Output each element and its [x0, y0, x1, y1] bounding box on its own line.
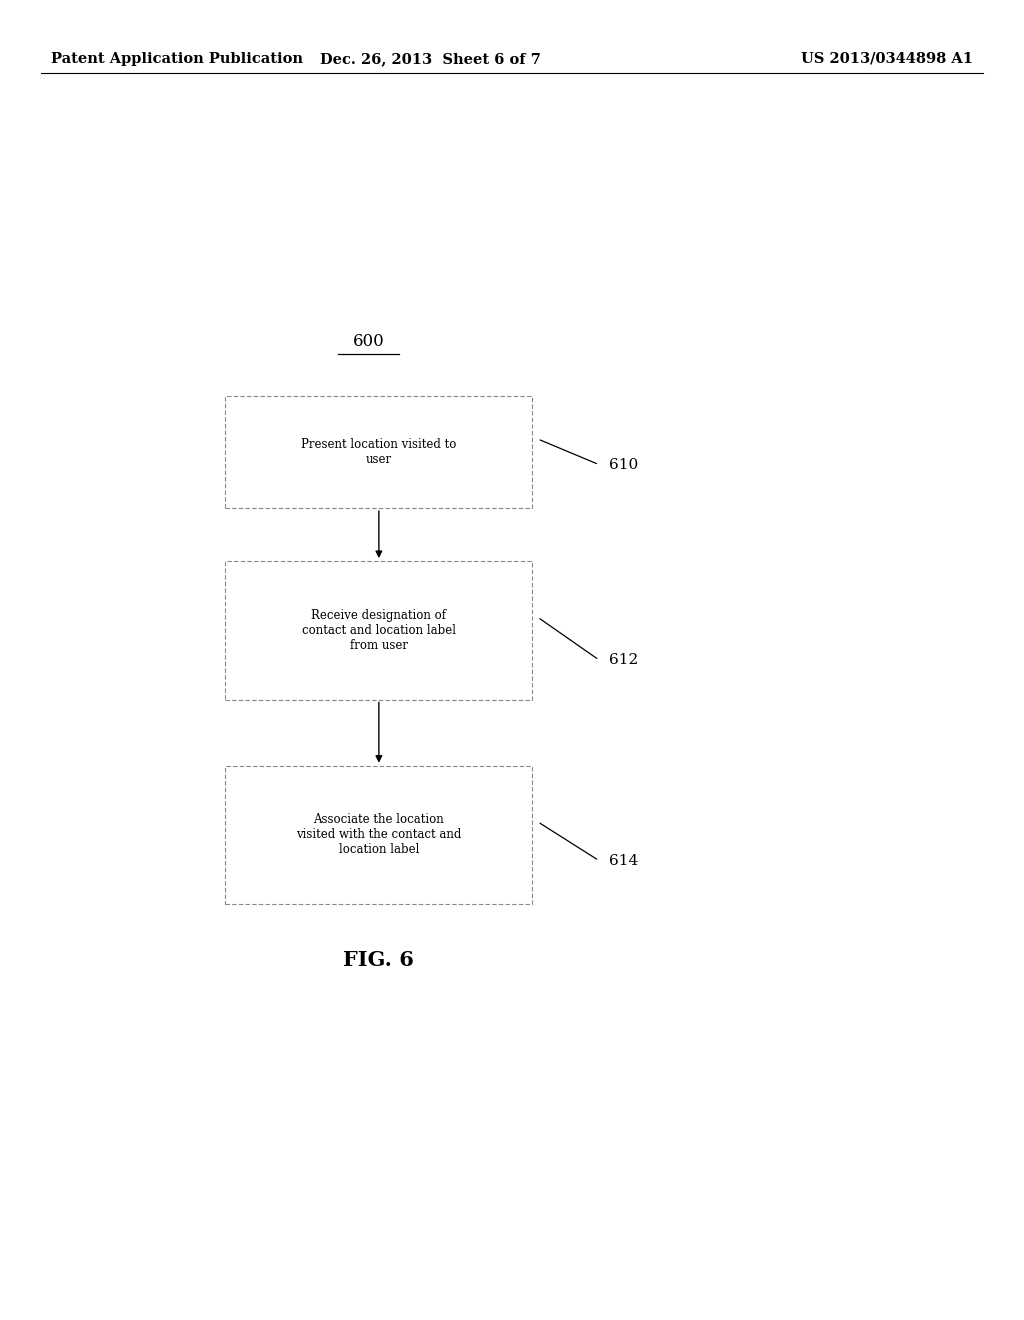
- Text: US 2013/0344898 A1: US 2013/0344898 A1: [801, 51, 973, 66]
- Text: Present location visited to
user: Present location visited to user: [301, 438, 457, 466]
- Text: 614: 614: [609, 854, 639, 867]
- Text: Associate the location
visited with the contact and
location label: Associate the location visited with the …: [296, 813, 462, 857]
- Bar: [225, 766, 532, 904]
- Text: Receive designation of
contact and location label
from user: Receive designation of contact and locat…: [302, 609, 456, 652]
- Text: Patent Application Publication: Patent Application Publication: [51, 51, 303, 66]
- Text: FIG. 6: FIG. 6: [343, 950, 415, 970]
- Text: 610: 610: [609, 458, 639, 471]
- Text: 612: 612: [609, 653, 639, 667]
- Bar: [225, 561, 532, 700]
- Text: Dec. 26, 2013  Sheet 6 of 7: Dec. 26, 2013 Sheet 6 of 7: [319, 51, 541, 66]
- Text: 600: 600: [352, 333, 385, 350]
- Bar: [225, 396, 532, 508]
